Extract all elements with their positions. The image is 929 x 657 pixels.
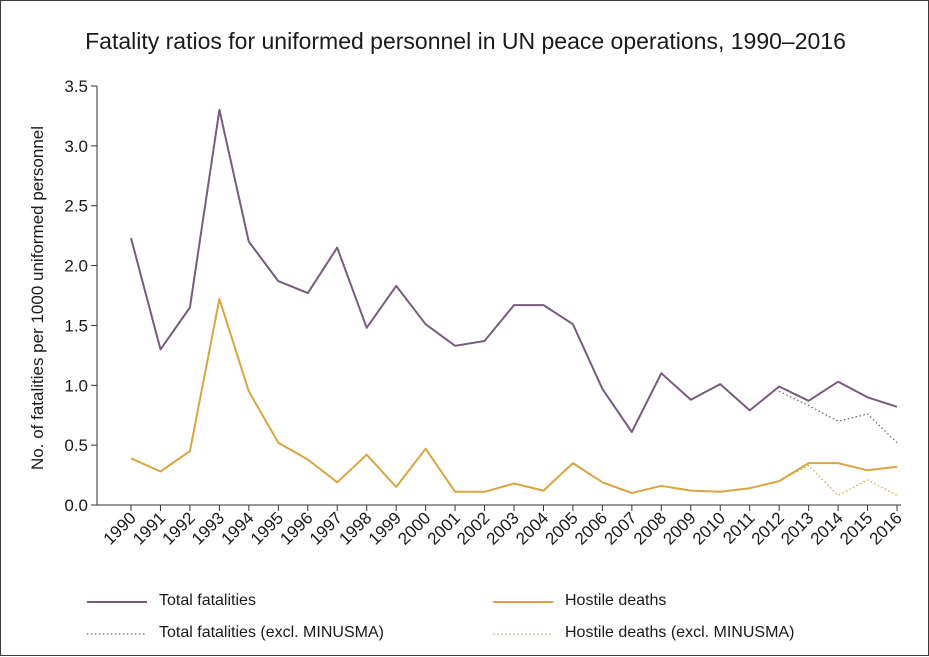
y-tick-label: 1.5 bbox=[64, 316, 88, 335]
x-tick-label: 2000 bbox=[394, 508, 434, 548]
legend-swatch-hostile-deaths bbox=[493, 601, 553, 603]
x-tick-label: 2003 bbox=[483, 508, 523, 548]
x-tick-label: 2013 bbox=[777, 508, 817, 548]
x-tick-label: 1990 bbox=[100, 508, 140, 548]
x-axis: 1990199119921993199419951996199719981999… bbox=[97, 504, 906, 549]
x-tick-label: 2014 bbox=[807, 508, 847, 548]
x-tick-label: 1991 bbox=[129, 508, 169, 548]
chart-title: Fatality ratios for uniformed personnel … bbox=[85, 28, 846, 54]
y-tick-label: 0.5 bbox=[64, 436, 88, 455]
legend-label-hostile-deaths: Hostile deaths bbox=[565, 592, 667, 609]
x-tick-label: 1999 bbox=[365, 508, 405, 548]
x-tick-label: 1997 bbox=[306, 508, 346, 548]
x-tick-label: 1998 bbox=[335, 508, 375, 548]
x-tick-label: 2006 bbox=[571, 508, 611, 548]
legend-swatch-total-fatalities bbox=[87, 601, 147, 603]
series-lines bbox=[130, 108, 898, 497]
x-tick-label: 2009 bbox=[659, 508, 699, 548]
x-tick-label: 2008 bbox=[630, 508, 670, 548]
legend-label-total-fatalities: Total fatalities bbox=[159, 592, 256, 609]
x-tick-label: 2010 bbox=[689, 508, 729, 548]
y-axis-title: No. of fatalities per 1000 uniformed per… bbox=[28, 126, 47, 470]
series-line-total-fatalities-excl-minusma bbox=[778, 390, 898, 444]
legend-label-hostile-deaths-excl: Hostile deaths (excl. MINUSMA) bbox=[565, 624, 795, 641]
legend-swatch-hostile-deaths-excl bbox=[493, 633, 553, 635]
x-tick-label: 1992 bbox=[159, 508, 199, 548]
x-tick-label: 1993 bbox=[188, 508, 228, 548]
x-tick-label: 1994 bbox=[217, 508, 257, 548]
y-axis: 0.0 0.5 1.0 1.5 2.0 2.5 3.0 3.5 bbox=[64, 77, 98, 515]
legend-label-total-fatalities-excl: Total fatalities (excl. MINUSMA) bbox=[159, 624, 384, 641]
y-tick-label: 2.5 bbox=[64, 197, 88, 216]
y-tick-label: 1.0 bbox=[64, 376, 88, 395]
x-tick-label: 2012 bbox=[748, 508, 788, 548]
y-tick-label: 3.5 bbox=[64, 77, 88, 96]
y-tick-label: 3.0 bbox=[64, 137, 88, 156]
legend-swatch-total-fatalities-excl bbox=[87, 633, 147, 635]
x-tick-label: 2005 bbox=[542, 508, 582, 548]
x-tick-label: 1996 bbox=[276, 508, 316, 548]
x-tick-label: 2004 bbox=[512, 508, 552, 548]
x-tick-label: 2011 bbox=[719, 508, 758, 547]
series-line-hostile-deaths bbox=[130, 298, 898, 494]
x-tick-label: 2015 bbox=[836, 508, 876, 548]
x-tick-label: 1995 bbox=[247, 508, 287, 548]
x-tick-label: 2007 bbox=[600, 508, 640, 548]
x-tick-label: 2001 bbox=[424, 508, 464, 548]
series-line-total-fatalities bbox=[130, 108, 898, 433]
y-tick-label: 0.0 bbox=[64, 496, 88, 515]
x-tick-label: 2016 bbox=[866, 508, 906, 548]
y-tick-label: 2.0 bbox=[64, 257, 88, 276]
x-tick-label: 2002 bbox=[453, 508, 493, 548]
